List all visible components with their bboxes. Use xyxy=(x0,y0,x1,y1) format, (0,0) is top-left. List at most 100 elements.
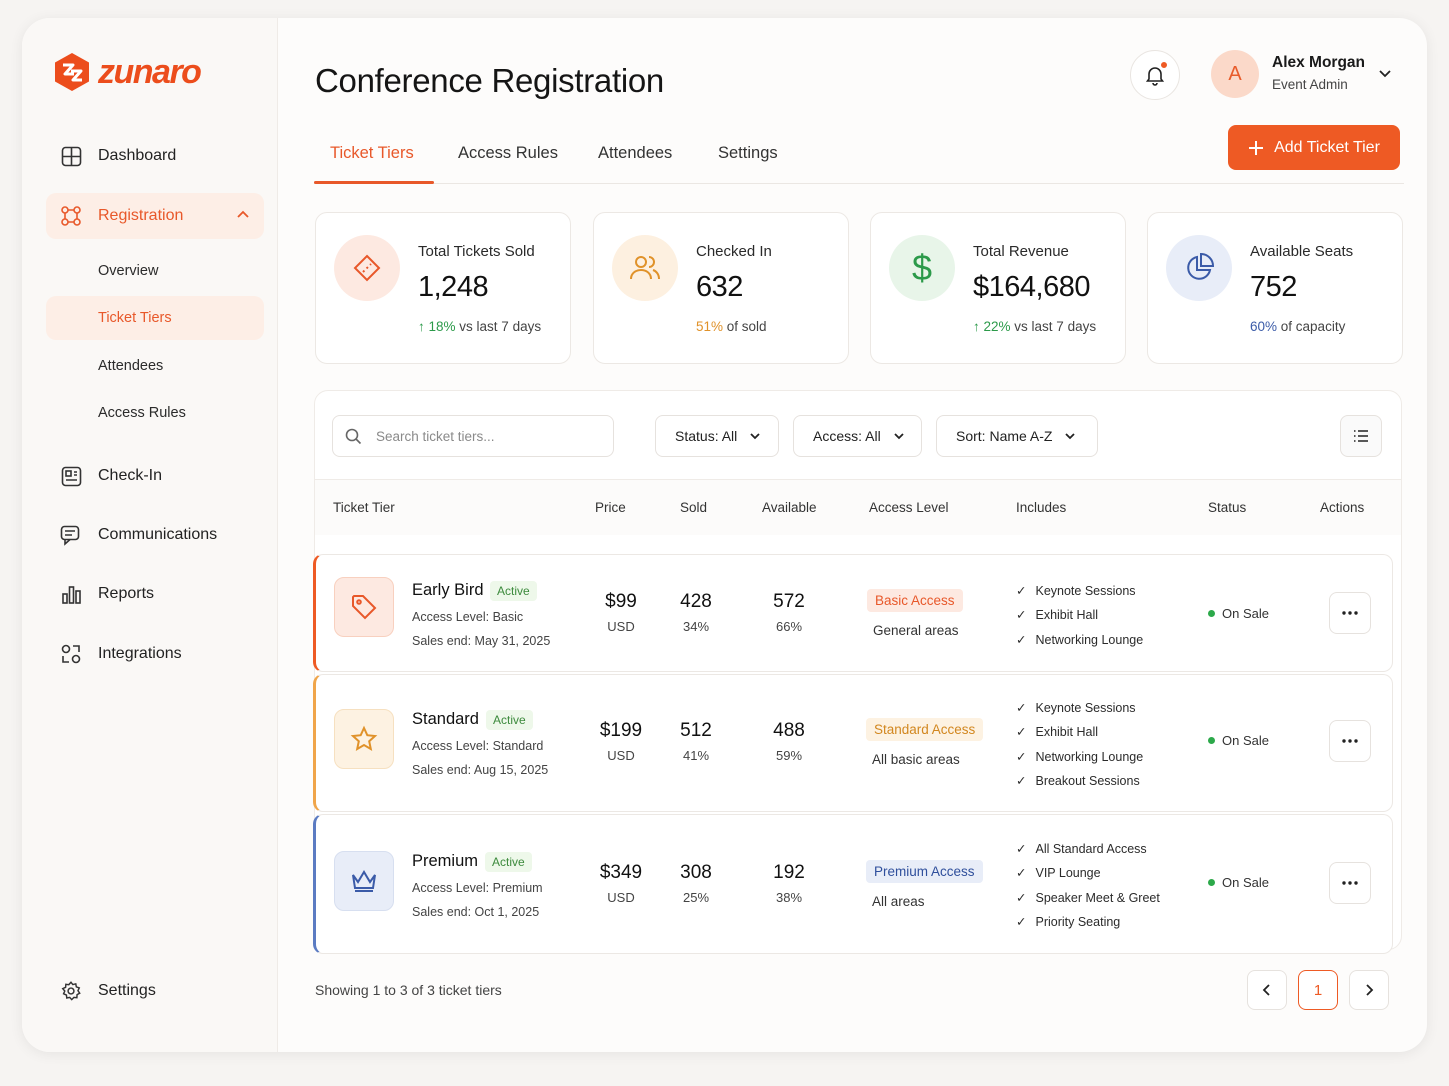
user-name[interactable]: Alex Morgan xyxy=(1272,54,1366,71)
tab-bar: Ticket Tiers Access Rules Attendees Sett… xyxy=(314,124,1404,184)
sort-dropdown[interactable]: Sort: Name A-Z xyxy=(936,415,1098,457)
tier-access-level: Access Level: Premium xyxy=(412,881,543,895)
next-page-button[interactable] xyxy=(1349,970,1389,1010)
access-filter[interactable]: Access: All xyxy=(793,415,922,457)
stat-value: 632 xyxy=(696,271,743,303)
main-content: Conference Registration A Alex Morgan Ev… xyxy=(278,18,1427,1052)
sidebar-item-label: Dashboard xyxy=(98,147,177,164)
sidebar-subitem-ticket-tiers[interactable]: Ticket Tiers xyxy=(46,296,264,340)
add-ticket-tier-button[interactable]: Add Ticket Tier xyxy=(1228,125,1400,170)
page-title: Conference Registration xyxy=(315,62,664,99)
sidebar-item-label: Settings xyxy=(98,982,156,999)
check-icon: ✓ xyxy=(1016,750,1027,764)
include-item: ✓ VIP Lounge xyxy=(1016,865,1101,881)
status-badge: Active xyxy=(485,852,532,872)
tag-icon xyxy=(334,577,394,637)
chevron-up-icon xyxy=(237,210,249,218)
include-item: ✓ All Standard Access xyxy=(1016,841,1147,857)
check-icon: ✓ xyxy=(1016,584,1027,598)
column-header: Access Level xyxy=(869,500,949,515)
access-badge: Premium Access xyxy=(866,860,983,883)
chat-icon xyxy=(60,524,82,546)
search-box[interactable] xyxy=(332,415,614,457)
tab-access-rules[interactable]: Access Rules xyxy=(458,144,558,162)
sale-status: On Sale xyxy=(1208,875,1269,890)
available-count: 488 xyxy=(773,720,805,741)
more-icon xyxy=(1342,881,1358,885)
status-badge: Active xyxy=(490,581,537,601)
column-settings-button[interactable] xyxy=(1340,415,1382,457)
add-ticket-tier-label: Add Ticket Tier xyxy=(1274,138,1380,156)
row-actions-button[interactable] xyxy=(1329,862,1371,904)
column-header: Price xyxy=(595,500,626,515)
stat-label: Total Revenue xyxy=(973,243,1069,260)
row-actions-button[interactable] xyxy=(1329,720,1371,762)
sidebar: zunaro Dashboard Registration Overview T… xyxy=(22,18,278,1052)
status-filter-label: Status: All xyxy=(675,428,738,444)
column-header: Status xyxy=(1208,500,1247,515)
sold-count: 512 xyxy=(680,720,712,741)
access-filter-label: Access: All xyxy=(813,428,881,444)
access-description: All areas xyxy=(872,894,925,909)
sidebar-item-registration[interactable]: Registration xyxy=(46,193,264,239)
dashboard-icon xyxy=(60,145,82,167)
sidebar-item-label: Registration xyxy=(98,207,184,224)
pie-chart-icon xyxy=(1166,235,1232,301)
sale-status: On Sale xyxy=(1208,606,1269,621)
notifications-button[interactable] xyxy=(1130,50,1180,100)
search-input[interactable] xyxy=(376,428,596,444)
tab-attendees[interactable]: Attendees xyxy=(598,144,673,162)
table-row[interactable]: Standard Active Access Level: Standard S… xyxy=(313,674,1393,812)
tab-ticket-tiers[interactable]: Ticket Tiers xyxy=(314,124,434,184)
include-item: ✓ Networking Lounge xyxy=(1016,749,1144,765)
notification-dot xyxy=(1160,61,1168,69)
tier-name: Premium xyxy=(412,852,479,870)
check-icon: ✓ xyxy=(1016,725,1027,739)
chevron-down-icon[interactable] xyxy=(1378,66,1392,80)
row-actions-button[interactable] xyxy=(1329,592,1371,634)
sidebar-item-communications[interactable]: Communications xyxy=(46,512,264,558)
sold-percent: 41% xyxy=(682,748,710,763)
table-row[interactable]: Early Bird Active Access Level: Basic Sa… xyxy=(313,554,1393,672)
access-description: All basic areas xyxy=(872,752,960,767)
users-icon xyxy=(612,235,678,301)
available-count: 572 xyxy=(773,591,805,612)
table-row[interactable]: Premium Active Access Level: Premium Sal… xyxy=(313,814,1393,954)
chevron-down-icon xyxy=(1065,433,1076,440)
stat-card-tickets-sold: Total Tickets Sold 1,248 ↑ 18% vs last 7… xyxy=(315,212,571,364)
gear-icon xyxy=(60,980,82,1002)
tier-sales-end: Sales end: Oct 1, 2025 xyxy=(412,905,540,919)
stat-delta: 51% of sold xyxy=(696,319,767,334)
check-icon: ✓ xyxy=(1016,633,1027,647)
sidebar-item-check-in[interactable]: Check-In xyxy=(46,453,264,499)
prev-page-button[interactable] xyxy=(1247,970,1287,1010)
status-dot xyxy=(1208,737,1215,744)
access-description: General areas xyxy=(873,623,959,638)
sidebar-item-dashboard[interactable]: Dashboard xyxy=(46,133,264,179)
star-icon xyxy=(334,709,394,769)
tab-settings[interactable]: Settings xyxy=(718,144,778,162)
sidebar-subitem-attendees[interactable]: Attendees xyxy=(98,358,164,374)
sidebar-subitem-overview[interactable]: Overview xyxy=(98,263,159,279)
check-icon: ✓ xyxy=(1016,891,1027,905)
sidebar-item-integrations[interactable]: Integrations xyxy=(46,631,264,677)
status-filter[interactable]: Status: All xyxy=(655,415,779,457)
ticket-tiers-panel: Status: All Access: All Sort: Name A-Z T… xyxy=(313,390,1402,954)
bell-icon xyxy=(1145,67,1165,86)
include-item: ✓ Keynote Sessions xyxy=(1016,583,1136,599)
access-badge: Basic Access xyxy=(867,589,963,612)
stat-label: Checked In xyxy=(696,243,772,260)
tier-sales-end: Sales end: May 31, 2025 xyxy=(412,634,551,648)
sidebar-item-reports[interactable]: Reports xyxy=(46,571,264,617)
brand-logo[interactable]: zunaro xyxy=(54,52,202,92)
currency: USD xyxy=(607,619,635,634)
sold-percent: 34% xyxy=(682,619,710,634)
status-dot xyxy=(1208,610,1215,617)
status-dot xyxy=(1208,879,1215,886)
available-percent: 59% xyxy=(775,748,803,763)
sidebar-subitem-access-rules[interactable]: Access Rules xyxy=(98,405,186,421)
sidebar-item-settings[interactable]: Settings xyxy=(46,968,264,1014)
avatar[interactable]: A xyxy=(1211,50,1259,98)
page-button-current[interactable]: 1 xyxy=(1298,970,1338,1010)
app-window: zunaro Dashboard Registration Overview T… xyxy=(22,18,1427,1052)
